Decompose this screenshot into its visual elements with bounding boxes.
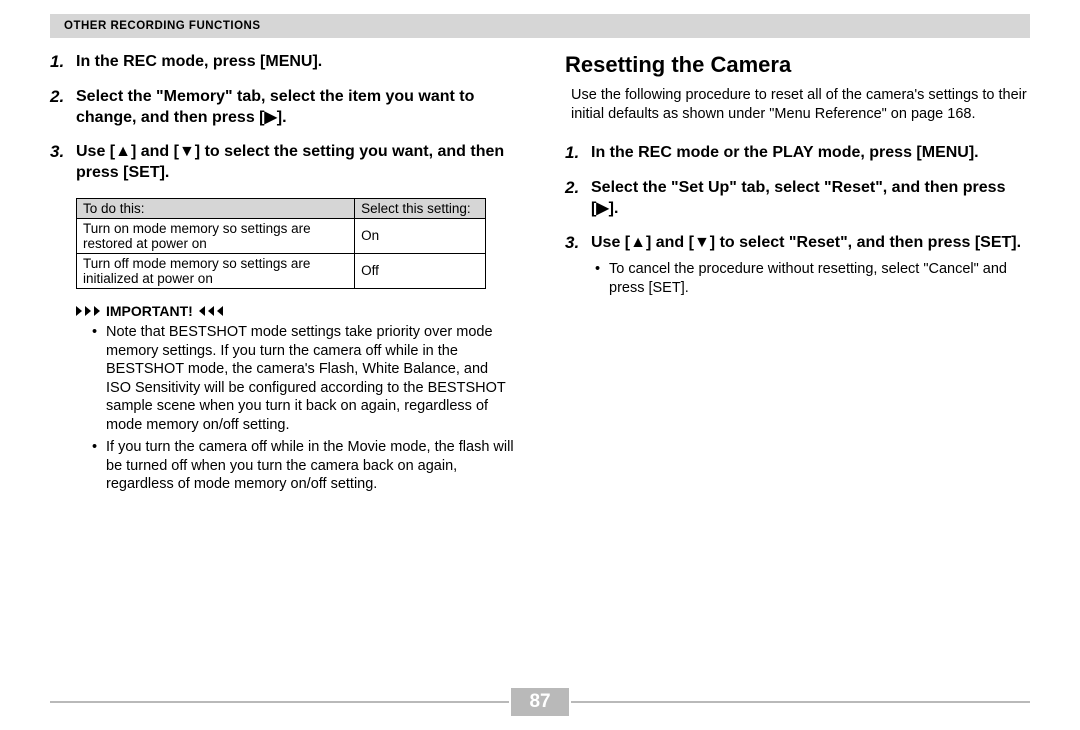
table-cell: On <box>355 218 486 253</box>
step-number: 1. <box>565 143 591 164</box>
triangle-right-icon <box>76 306 82 316</box>
step-item: 3. Use [▲] and [▼] to select the setting… <box>50 142 515 184</box>
step-text: Select the "Memory" tab, select the item… <box>76 87 515 129</box>
page-footer: 87 <box>50 688 1030 716</box>
table-cell: Turn on mode memory so settings are rest… <box>77 218 355 253</box>
section-header-text: OTHER RECORDING FUNCTIONS <box>64 20 261 32</box>
table-cell: Off <box>355 253 486 288</box>
settings-table: To do this: Select this setting: Turn on… <box>76 198 486 289</box>
table-header: Select this setting: <box>355 198 486 218</box>
list-item: Note that BESTSHOT mode settings take pr… <box>92 323 515 434</box>
step-item: 1. In the REC mode or the PLAY mode, pre… <box>565 143 1030 164</box>
sub-notes-list: To cancel the procedure without resettin… <box>595 260 1030 297</box>
triangle-left-icon <box>199 306 205 316</box>
section-header-bar: OTHER RECORDING FUNCTIONS <box>50 14 1030 38</box>
step-text: Use [▲] and [▼] to select the setting yo… <box>76 142 515 184</box>
step-number: 2. <box>50 87 76 129</box>
triangle-left-icon <box>208 306 214 316</box>
content-columns: 1. In the REC mode, press [MENU]. 2. Sel… <box>50 52 1030 498</box>
left-column: 1. In the REC mode, press [MENU]. 2. Sel… <box>50 52 515 498</box>
table-cell: Turn off mode memory so settings are ini… <box>77 253 355 288</box>
list-item: If you turn the camera off while in the … <box>92 438 515 494</box>
step-text: In the REC mode, press [MENU]. <box>76 52 322 73</box>
step-item: 2. Select the "Set Up" tab, select "Rese… <box>565 178 1030 220</box>
step-item: 3. Use [▲] and [▼] to select "Reset", an… <box>565 233 1030 254</box>
step-number: 2. <box>565 178 591 220</box>
list-item: To cancel the procedure without resettin… <box>595 260 1030 297</box>
triangle-right-icon <box>85 306 91 316</box>
footer-rule <box>571 701 1030 703</box>
section-intro: Use the following procedure to reset all… <box>565 86 1030 123</box>
table-header-row: To do this: Select this setting: <box>77 198 486 218</box>
important-notes-list: Note that BESTSHOT mode settings take pr… <box>92 323 515 494</box>
step-text: Use [▲] and [▼] to select "Reset", and t… <box>591 233 1021 254</box>
important-callout: IMPORTANT! <box>76 303 515 319</box>
footer-rule <box>50 701 509 703</box>
manual-page: OTHER RECORDING FUNCTIONS 1. In the REC … <box>0 0 1080 498</box>
right-column: Resetting the Camera Use the following p… <box>565 52 1030 498</box>
step-item: 1. In the REC mode, press [MENU]. <box>50 52 515 73</box>
step-number: 1. <box>50 52 76 73</box>
step-text: In the REC mode or the PLAY mode, press … <box>591 143 979 164</box>
step-number: 3. <box>50 142 76 184</box>
triangle-right-icon <box>94 306 100 316</box>
triangle-left-icon <box>217 306 223 316</box>
step-number: 3. <box>565 233 591 254</box>
section-title: Resetting the Camera <box>565 52 1030 78</box>
table-row: Turn on mode memory so settings are rest… <box>77 218 486 253</box>
table-header: To do this: <box>77 198 355 218</box>
important-label: IMPORTANT! <box>106 303 193 319</box>
page-number: 87 <box>511 688 568 716</box>
step-text: Select the "Set Up" tab, select "Reset",… <box>591 178 1030 220</box>
table-row: Turn off mode memory so settings are ini… <box>77 253 486 288</box>
step-item: 2. Select the "Memory" tab, select the i… <box>50 87 515 129</box>
